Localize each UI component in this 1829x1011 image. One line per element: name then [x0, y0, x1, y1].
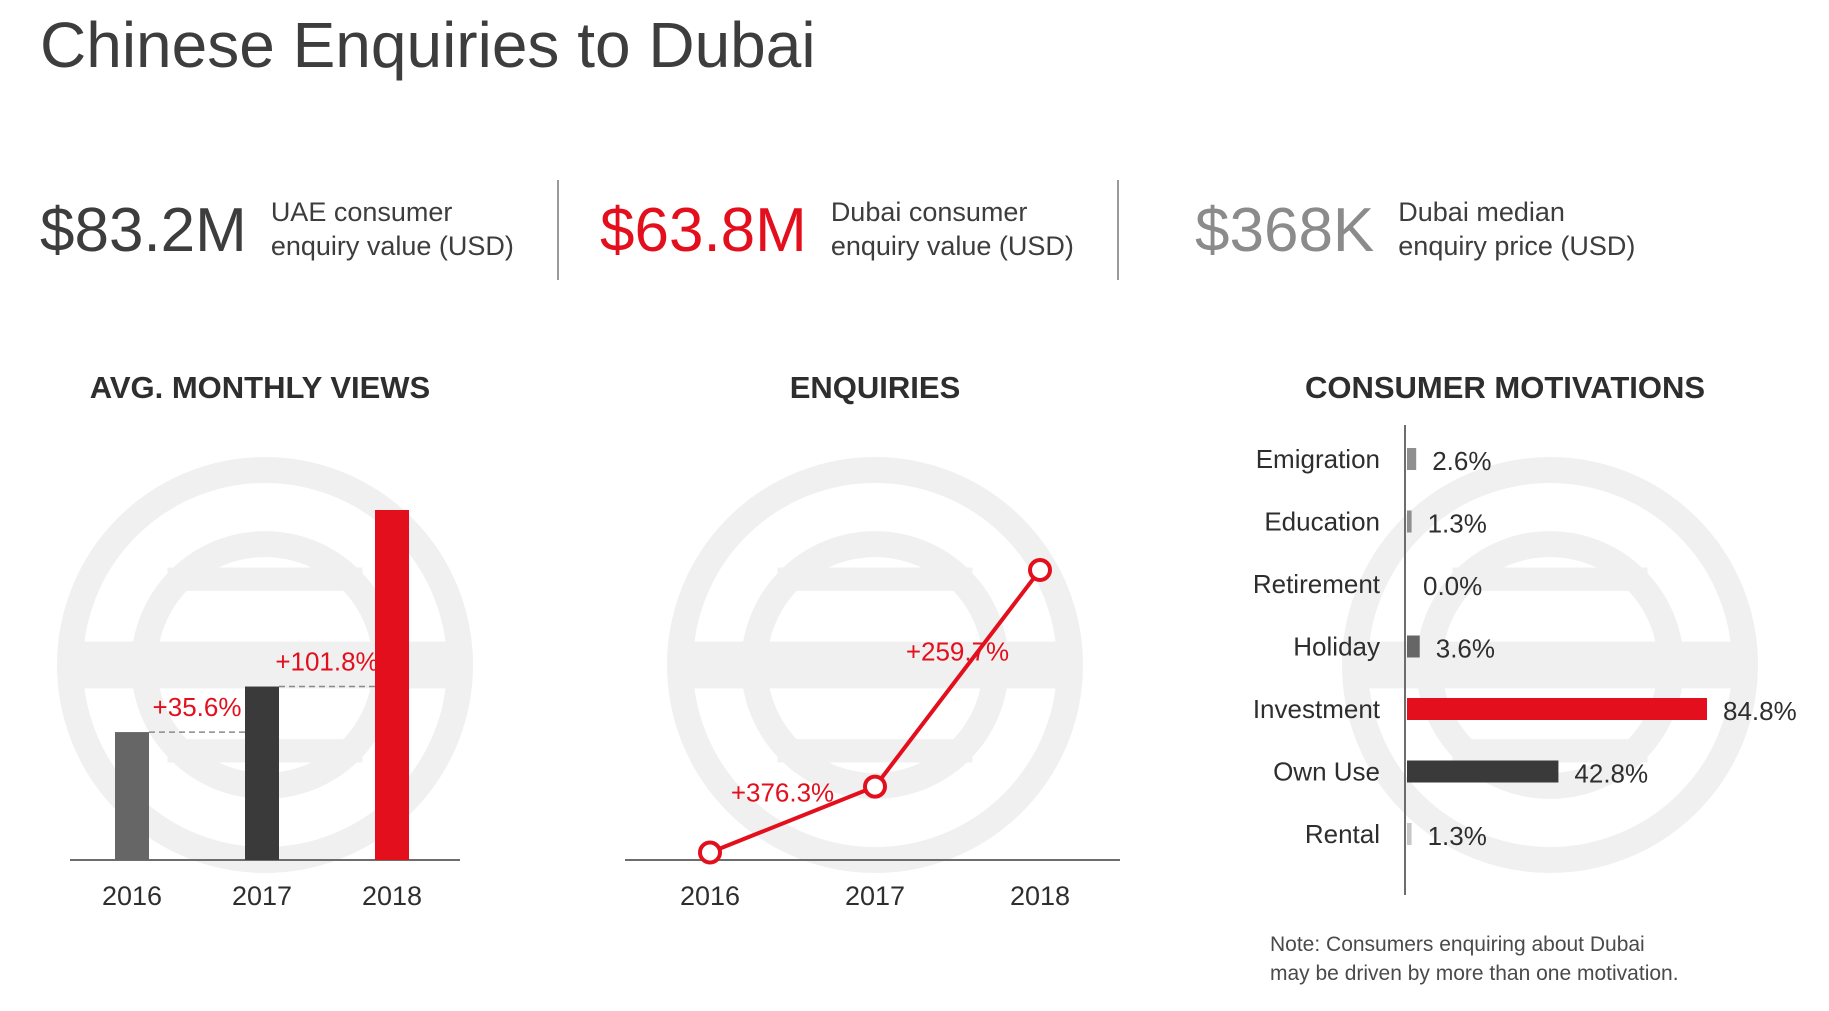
growth-label: +376.3% — [731, 778, 834, 808]
value-label: 1.3% — [1428, 821, 1487, 851]
bar-emigration — [1407, 448, 1417, 470]
enquiries-chart-title: ENQUIRIES — [789, 370, 961, 405]
watermark-bar — [1452, 567, 1648, 591]
x-tick-label: 2018 — [362, 881, 422, 911]
stat-uae-enquiry-value: $83.2M UAE consumer enquiry value (USD) — [40, 180, 514, 280]
x-tick-label: 2017 — [845, 881, 905, 911]
stat-value: $368K — [1195, 195, 1375, 265]
category-label: Investment — [1253, 694, 1381, 724]
watermark-bar — [689, 641, 1061, 689]
x-tick-label: 2018 — [1010, 881, 1070, 911]
stat-label-line: enquiry value (USD) — [830, 231, 1074, 261]
value-label: 84.8% — [1723, 696, 1797, 726]
views-chart-title: AVG. MONTHLY VIEWS — [89, 370, 431, 405]
watermark-bar — [777, 567, 973, 591]
bar-rental — [1407, 823, 1412, 845]
data-point-2016 — [698, 840, 722, 865]
growth-label: +35.6% — [153, 692, 242, 722]
bar-own-use — [1407, 760, 1559, 783]
x-tick-label: 2016 — [102, 881, 162, 911]
stat-label-line: Dubai consumer — [830, 197, 1028, 228]
x-tick-label: 2016 — [680, 881, 740, 911]
watermark-bar — [167, 567, 363, 591]
motivations-bar-chart: Emigration 2.6% Education 1.3% Retirement 0.0… — [1253, 425, 1797, 895]
category-label: Holiday — [1293, 632, 1380, 662]
value-label: 0.0% — [1423, 571, 1482, 601]
page-title: Chinese Enquiries to Dubai — [40, 9, 816, 81]
stat-value: $83.2M — [40, 195, 247, 265]
stat-dubai-enquiry-value: $63.8M Dubai consumer enquiry value (USD… — [600, 180, 1074, 280]
stat-label-line: enquiry price (USD) — [1398, 231, 1636, 261]
stat-label-line: enquiry value (USD) — [270, 231, 514, 261]
category-label: Own Use — [1273, 757, 1380, 787]
category-label: Education — [1264, 507, 1380, 537]
stat-label-line: UAE consumer — [270, 197, 453, 228]
bar-holiday — [1407, 635, 1420, 658]
category-label: Rental — [1305, 819, 1380, 849]
value-label: 3.6% — [1436, 634, 1495, 664]
watermark-bar — [1452, 739, 1648, 763]
bar-2016 — [115, 732, 149, 860]
watermark-seal — [1342, 457, 1758, 873]
stat-label-line: Dubai median — [1398, 197, 1565, 228]
value-label: 42.8% — [1574, 759, 1648, 789]
stat-label: UAE consumer enquiry value (USD) — [271, 196, 514, 264]
bar-investment — [1407, 698, 1707, 720]
enquiries-line-chart: 2016 2017 2018 +376.3% +259.7% — [625, 457, 1120, 911]
bar-2017 — [245, 686, 279, 860]
watermark-ring — [1342, 457, 1758, 873]
stat-value: $63.8M — [600, 195, 807, 265]
stat-divider — [1117, 180, 1119, 280]
value-label: 2.6% — [1432, 446, 1491, 476]
stat-dubai-median-price: $368K Dubai median enquiry price (USD) — [1195, 180, 1635, 280]
category-label: Emigration — [1256, 444, 1380, 474]
data-point-2017 — [863, 774, 887, 799]
stat-divider — [557, 180, 559, 280]
stat-label: Dubai median enquiry price (USD) — [1398, 196, 1635, 264]
growth-label: +259.7% — [906, 636, 1009, 666]
motivations-chart-title: CONSUMER MOTIVATIONS — [1304, 370, 1706, 405]
footnote: Note: Consumers enquiring about Dubai ma… — [1270, 930, 1790, 989]
x-tick-label: 2017 — [232, 881, 292, 911]
bar-2018 — [375, 510, 409, 860]
footnote-line: Note: Consumers enquiring about Dubai — [1270, 933, 1645, 956]
data-point-2018 — [1028, 558, 1052, 582]
growth-label: +101.8% — [275, 647, 378, 677]
footnote-line: may be driven by more than one motivatio… — [1270, 962, 1679, 986]
bar-education — [1407, 510, 1412, 533]
category-label: Retirement — [1253, 569, 1381, 599]
views-bar-chart: 2016 2017 2018 +35.6% +101.8% — [57, 457, 473, 911]
watermark-bar — [777, 739, 973, 763]
value-label: 1.3% — [1428, 509, 1487, 539]
stat-label: Dubai consumer enquiry value (USD) — [831, 196, 1074, 264]
watermark-bar — [1364, 641, 1736, 689]
